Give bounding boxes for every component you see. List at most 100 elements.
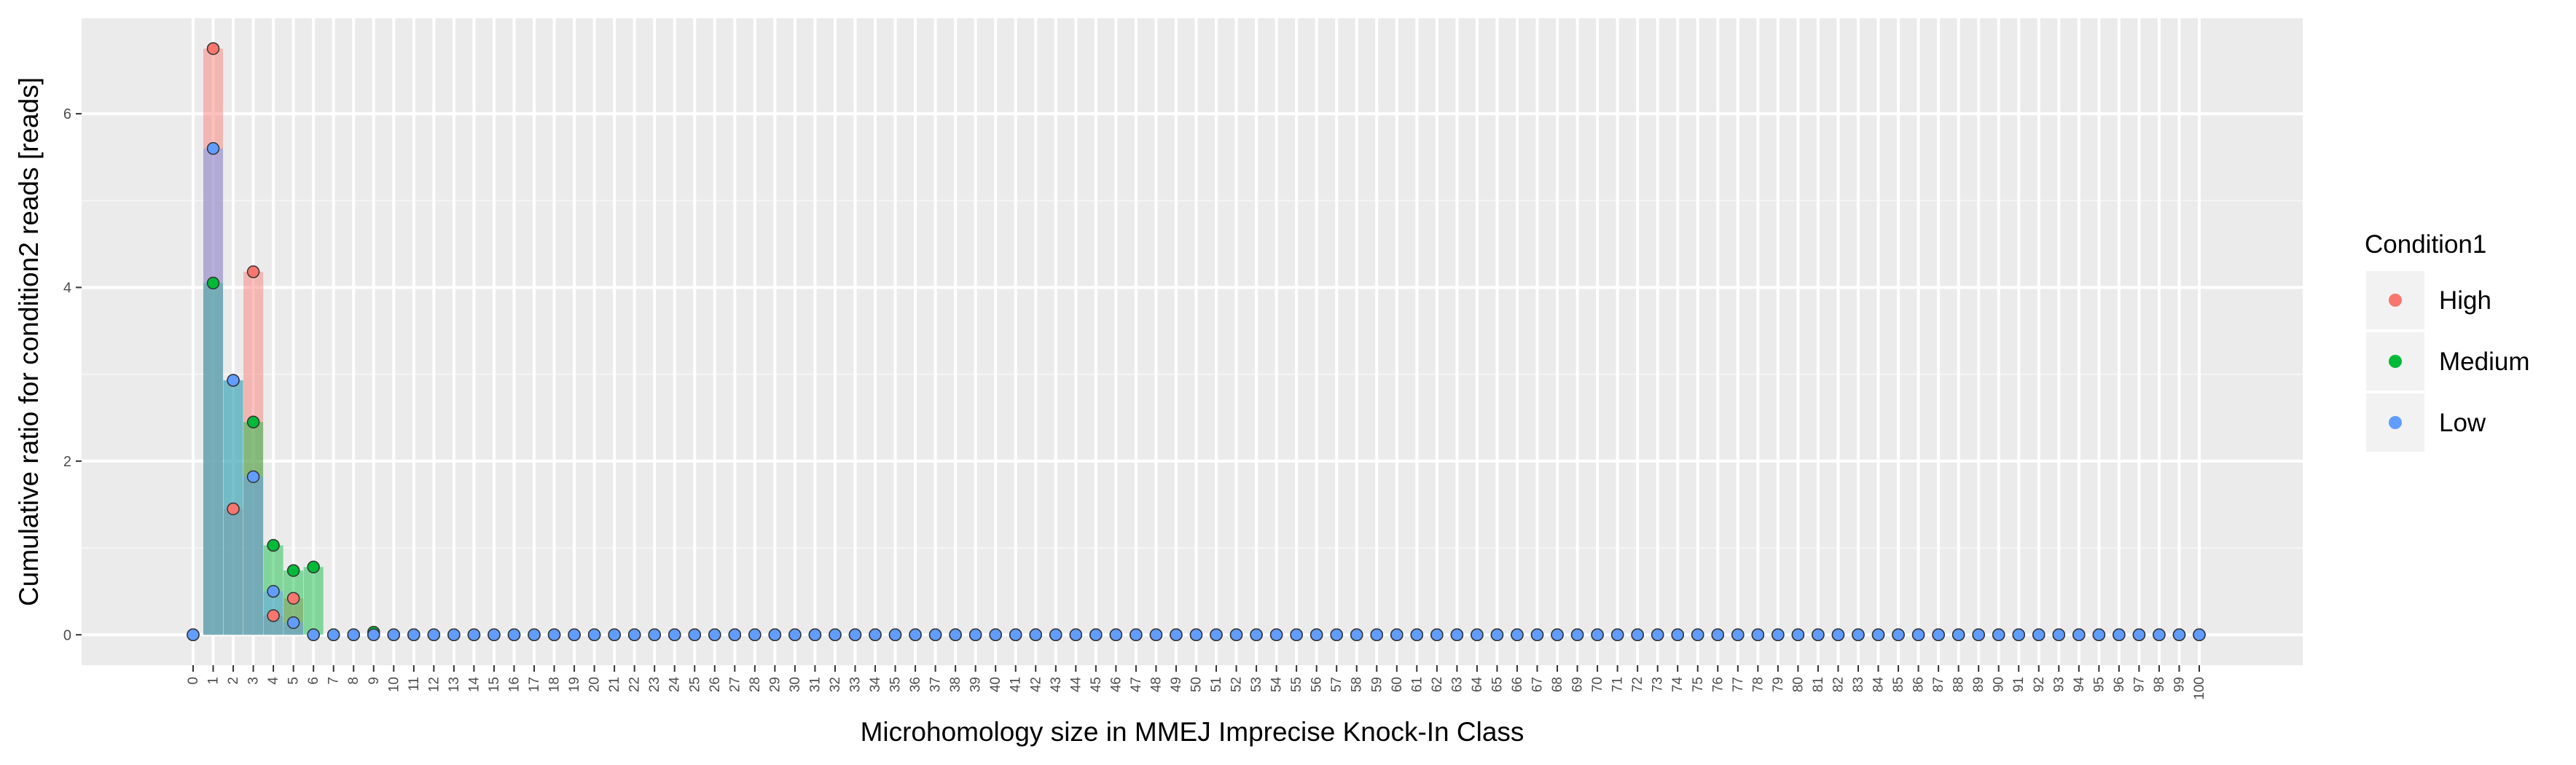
data-point bbox=[2153, 628, 2166, 642]
data-point bbox=[788, 628, 802, 642]
data-point bbox=[547, 628, 561, 642]
data-point bbox=[1290, 628, 1303, 642]
x-tick-label: 87 bbox=[1931, 677, 1946, 692]
plot-panel bbox=[82, 18, 2303, 665]
data-point bbox=[829, 628, 842, 642]
data-point bbox=[1651, 628, 1664, 642]
x-tick-label: 52 bbox=[1229, 677, 1245, 692]
x-tick-label: 3 bbox=[246, 677, 262, 685]
x-tick-label: 64 bbox=[1470, 677, 1485, 693]
data-point bbox=[2092, 628, 2106, 642]
data-point bbox=[1731, 628, 1745, 642]
data-point bbox=[1229, 628, 1243, 642]
legend-key-dot bbox=[2389, 416, 2402, 429]
x-tick-label: 72 bbox=[1630, 677, 1645, 692]
data-point bbox=[2012, 628, 2025, 642]
x-tick-label: 78 bbox=[1750, 677, 1766, 692]
x-tick-label: 22 bbox=[627, 677, 643, 692]
x-tick-label: 58 bbox=[1350, 677, 1365, 692]
data-point bbox=[568, 628, 581, 642]
x-tick-label: 10 bbox=[386, 677, 402, 692]
x-tick-label: 20 bbox=[587, 677, 603, 692]
x-tick-label: 8 bbox=[346, 677, 361, 685]
x-tick-label: 55 bbox=[1289, 677, 1304, 692]
data-point bbox=[326, 628, 340, 642]
x-tick-label: 92 bbox=[2032, 677, 2047, 692]
x-tick-label: 81 bbox=[1811, 677, 1826, 692]
data-point bbox=[1430, 628, 1444, 642]
x-tick-label: 0 bbox=[186, 677, 201, 685]
x-tick-label: 51 bbox=[1209, 677, 1224, 692]
data-point bbox=[909, 628, 922, 642]
data-point bbox=[528, 628, 541, 642]
y-axis-title: Cumulative ratio for condition2 reads [r… bbox=[14, 77, 44, 606]
x-tick-label: 69 bbox=[1570, 677, 1586, 692]
data-point bbox=[187, 628, 200, 642]
x-tick-label: 93 bbox=[2051, 677, 2067, 692]
bar bbox=[203, 148, 224, 635]
data-point bbox=[1069, 628, 1083, 642]
x-tick-label: 84 bbox=[1871, 677, 1887, 693]
data-point bbox=[1089, 628, 1103, 642]
data-point bbox=[1852, 628, 1865, 642]
x-tick-label: 47 bbox=[1129, 677, 1144, 692]
data-point bbox=[1972, 628, 1985, 642]
data-point bbox=[1189, 628, 1203, 642]
x-tick-label: 85 bbox=[1891, 677, 1906, 692]
data-point bbox=[1049, 628, 1062, 642]
data-point bbox=[246, 470, 260, 484]
legend: Condition1 High Medium Low bbox=[2365, 230, 2529, 452]
x-tick-label: 13 bbox=[447, 677, 462, 692]
data-point bbox=[1269, 628, 1283, 642]
y-tick-label: 6 bbox=[63, 106, 71, 122]
data-point bbox=[286, 564, 300, 577]
x-axis-title: Microhomology size in MMEJ Imprecise Kno… bbox=[861, 717, 1524, 747]
x-tick-label: 23 bbox=[647, 677, 662, 692]
x-tick-label: 32 bbox=[828, 677, 843, 692]
x-tick-label: 28 bbox=[748, 677, 763, 692]
data-point bbox=[1932, 628, 1945, 642]
data-point bbox=[1210, 628, 1223, 642]
data-point bbox=[286, 592, 300, 605]
x-tick-label: 100 bbox=[2192, 677, 2207, 700]
legend-key-dot bbox=[2389, 355, 2402, 368]
data-point bbox=[2172, 628, 2186, 642]
x-tick-label: 25 bbox=[687, 677, 702, 692]
data-point bbox=[989, 628, 1002, 642]
x-tick-label: 14 bbox=[466, 677, 482, 693]
x-tick-label: 38 bbox=[948, 677, 963, 692]
data-point bbox=[1831, 628, 1845, 642]
x-tick-label: 31 bbox=[807, 677, 823, 692]
x-tick-label: 37 bbox=[928, 677, 944, 692]
data-point bbox=[447, 628, 461, 642]
x-tick-label: 21 bbox=[607, 677, 622, 692]
data-point bbox=[507, 628, 521, 642]
data-point bbox=[227, 502, 240, 516]
data-point bbox=[1410, 628, 1424, 642]
x-tick-label: 30 bbox=[788, 677, 803, 692]
data-point bbox=[1992, 628, 2005, 642]
x-tick-label: 49 bbox=[1169, 677, 1184, 692]
data-point bbox=[467, 628, 481, 642]
data-point bbox=[2072, 628, 2086, 642]
x-tick-label: 66 bbox=[1510, 677, 1525, 692]
x-tick-label: 18 bbox=[547, 677, 563, 692]
data-point bbox=[928, 628, 942, 642]
x-tick-label: 68 bbox=[1550, 677, 1565, 692]
data-point bbox=[2113, 628, 2126, 642]
data-point bbox=[1130, 628, 1143, 642]
data-point bbox=[1029, 628, 1043, 642]
x-tick-label: 16 bbox=[506, 677, 522, 692]
x-tick-label: 36 bbox=[908, 677, 923, 692]
data-point bbox=[869, 628, 882, 642]
data-point bbox=[206, 42, 220, 55]
x-tick-label: 97 bbox=[2131, 677, 2147, 692]
x-tick-label: 82 bbox=[1831, 677, 1846, 692]
data-point bbox=[608, 628, 621, 642]
data-point bbox=[688, 628, 701, 642]
x-tick-label: 77 bbox=[1731, 677, 1746, 692]
x-tick-label: 15 bbox=[487, 677, 502, 692]
data-point bbox=[2032, 628, 2045, 642]
data-point bbox=[768, 628, 782, 642]
